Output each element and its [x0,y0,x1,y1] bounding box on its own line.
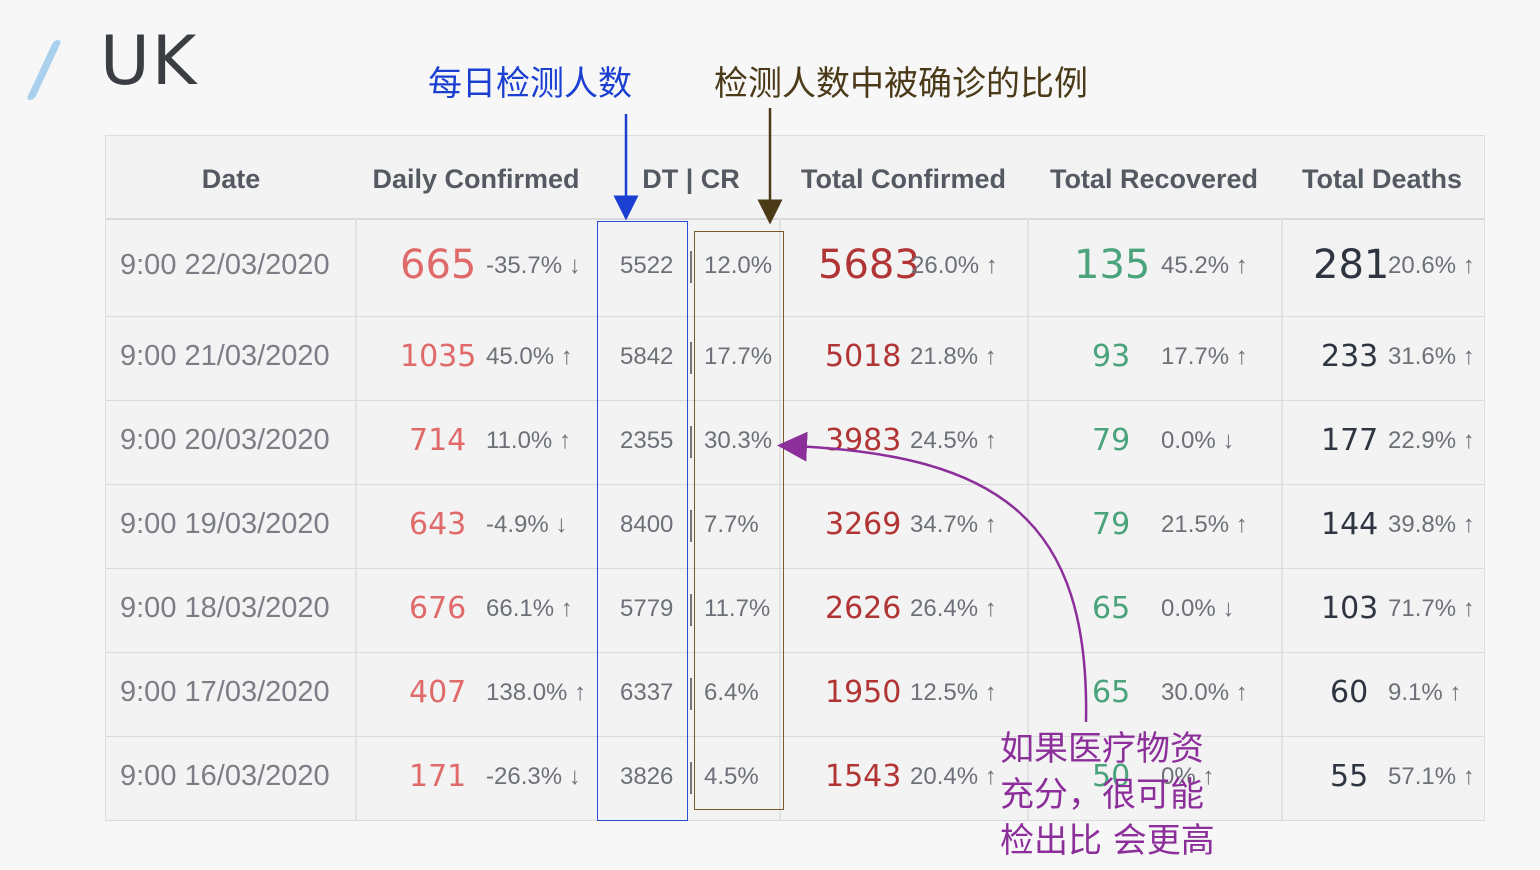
supply-annotation: 如果医疗物资 充分，很可能 检出比 会更高 [1000,726,1215,864]
supply-annotation-line: 充分，很可能 [1000,772,1215,818]
supply-annotation-line: 如果医疗物资 [1000,726,1215,772]
supply-annotation-line: 检出比 会更高 [1000,818,1215,864]
purple-arrow [792,446,1086,722]
